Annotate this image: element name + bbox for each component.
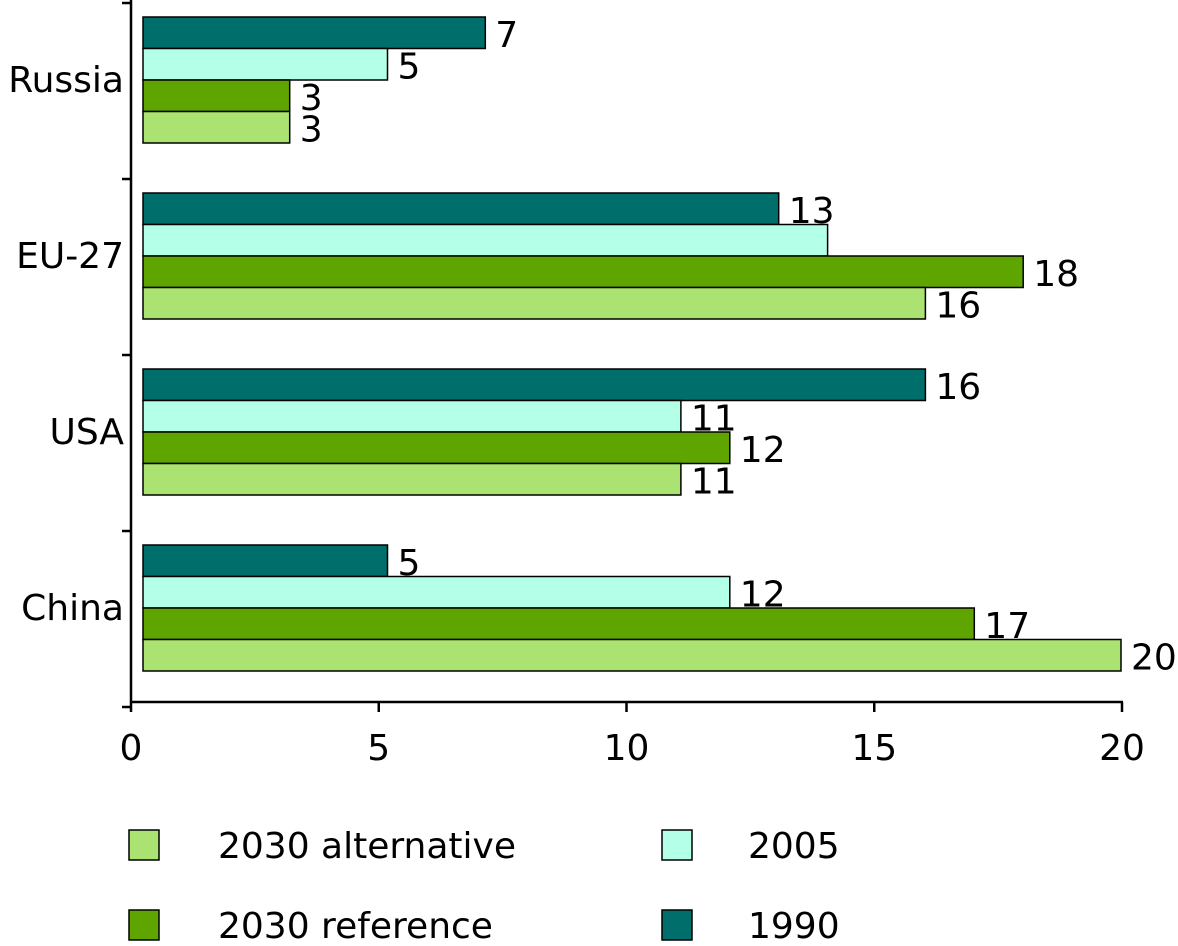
category-label-eu-27: EU-27	[16, 236, 124, 277]
category-label-russia: Russia	[8, 60, 124, 101]
legend-swatch-2030-reference	[128, 909, 160, 941]
data-label: 16	[935, 367, 981, 408]
bar-usa-1990	[142, 368, 927, 402]
bar-china-2005	[142, 575, 731, 609]
data-label: 16	[935, 285, 981, 326]
bar-eu-27-2005	[142, 223, 829, 257]
data-label: 5	[398, 543, 421, 584]
bar-russia-2030-alternative	[142, 110, 291, 144]
bar-russia-2005	[142, 47, 389, 81]
bar-china-1990	[142, 544, 389, 578]
x-tick-label: 0	[120, 728, 143, 769]
data-label: 7	[495, 15, 518, 56]
bar-usa-2030-reference	[142, 431, 731, 465]
legend-swatch-2005	[661, 829, 693, 861]
bar-usa-2005	[142, 399, 682, 433]
data-label: 5	[398, 46, 421, 87]
legend-label-2030-reference: 2030 reference	[218, 906, 493, 946]
legend-swatch-2030-alternative	[128, 829, 160, 861]
bar-usa-2030-alternative	[142, 462, 682, 496]
bar-eu-27-2030-reference	[142, 255, 1024, 289]
legend: 2030 alternative 2005 2030 reference 1990	[128, 826, 840, 946]
category-label-china: China	[21, 588, 124, 629]
bar-china-2030-reference	[142, 607, 976, 641]
legend-label-2030-alternative: 2030 alternative	[218, 826, 516, 867]
legend-swatch-1990	[661, 909, 693, 941]
legend-label-1990: 1990	[748, 906, 840, 946]
axes-group: Russia EU-27 USA China 0 5 10 15 20	[8, 0, 1145, 769]
data-label: 3	[300, 78, 323, 119]
x-tick-label: 15	[851, 728, 897, 769]
legend-label-2005: 2005	[748, 826, 840, 867]
category-label-usa: USA	[50, 412, 125, 453]
data-label: 20	[1131, 637, 1177, 678]
bar-eu-27-2030-alternative	[142, 286, 927, 320]
bar-russia-2030-reference	[142, 79, 291, 113]
data-label: 3	[300, 109, 323, 150]
x-tick-label: 20	[1099, 728, 1145, 769]
bar-eu-27-1990	[142, 192, 780, 226]
data-label: 11	[691, 461, 737, 502]
x-tick-label: 5	[367, 728, 390, 769]
bar-china-2030-alternative	[142, 638, 1122, 672]
data-label: 12	[740, 430, 786, 471]
bar-russia-1990	[142, 16, 487, 50]
x-tick-label: 10	[604, 728, 650, 769]
data-label: 18	[1033, 254, 1079, 295]
